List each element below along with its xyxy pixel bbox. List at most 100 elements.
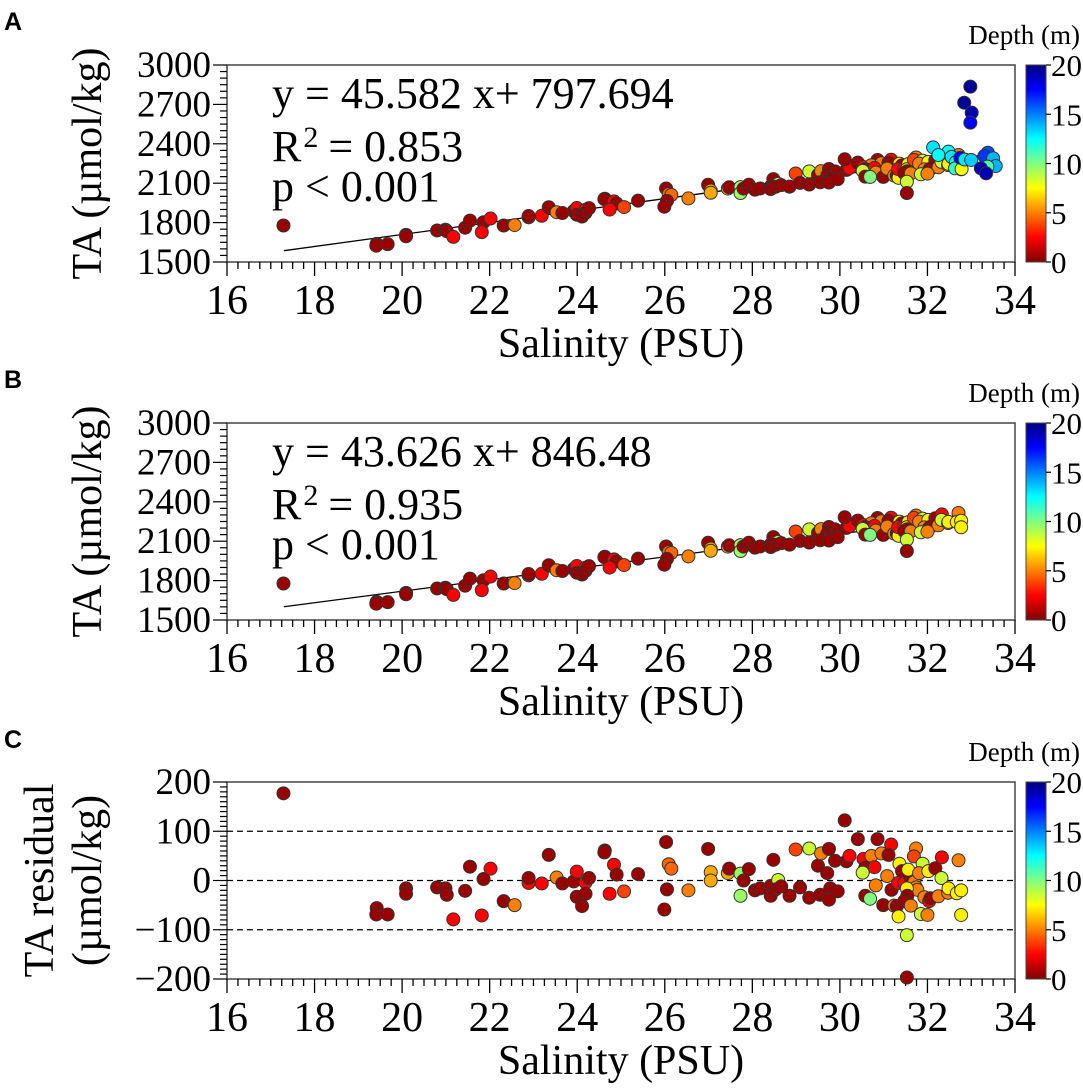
data-point: [881, 847, 896, 862]
colorbar-tick-label: 0: [1051, 603, 1067, 638]
data-point: [555, 876, 570, 891]
x-tick-label: 30: [819, 995, 861, 1041]
y-tick-label: 2700: [137, 84, 211, 125]
data-point: [399, 587, 414, 602]
x-tick-label: 32: [906, 995, 948, 1041]
x-tick-label: 34: [994, 636, 1036, 682]
colorbar-tick-label: 5: [1051, 913, 1067, 948]
data-point: [521, 871, 536, 886]
p-value-b: p < 0.001: [272, 520, 440, 569]
x-axis-title: Salinity (PSU): [498, 679, 744, 725]
data-point: [521, 209, 536, 224]
data-point: [555, 564, 570, 579]
y-tick-label: 0: [193, 861, 212, 902]
x-tick-label: 20: [381, 278, 423, 324]
data-point: [899, 928, 914, 943]
data-point: [474, 908, 489, 923]
data-point: [920, 524, 935, 539]
x-tick-label: 26: [644, 278, 686, 324]
data-point: [681, 549, 696, 564]
x-tick-label: 24: [556, 995, 598, 1041]
x-tick-label: 24: [556, 636, 598, 682]
data-point: [920, 907, 935, 922]
data-point: [681, 191, 696, 206]
data-point: [703, 185, 718, 200]
data-point: [880, 869, 895, 884]
data-point: [963, 79, 978, 94]
data-point: [399, 229, 414, 244]
data-point: [868, 878, 883, 893]
data-point: [369, 238, 384, 253]
y-tick-label: 2100: [137, 163, 211, 204]
x-tick-label: 28: [731, 278, 773, 324]
x-axis-title: Salinity (PSU): [498, 321, 744, 367]
x-tick-label: 16: [206, 278, 248, 324]
x-tick-label: 16: [206, 995, 248, 1041]
data-point: [837, 813, 852, 828]
panel-label-a: A: [4, 8, 23, 36]
data-point: [276, 786, 291, 801]
data-point: [555, 206, 570, 221]
data-point: [830, 884, 845, 899]
y-tick-label: 2100: [137, 521, 211, 562]
data-point: [507, 898, 522, 913]
data-point: [774, 879, 789, 894]
data-point: [609, 867, 624, 882]
colorbar: [1025, 781, 1047, 980]
colorbar-tick-label: 20: [1051, 765, 1082, 800]
data-point: [899, 544, 914, 559]
data-point: [439, 887, 454, 902]
colorbar-tick-label: 15: [1051, 97, 1082, 132]
y-axis-title-line: TA residual: [17, 784, 63, 978]
colorbar-tick-label: 0: [1051, 245, 1067, 280]
colorbar: [1025, 64, 1047, 263]
regression-equation-b: y = 43.626 x+ 846.48: [272, 427, 652, 476]
data-point: [863, 891, 878, 906]
y-tick-label: 2400: [137, 482, 211, 523]
x-tick-label: 18: [294, 636, 336, 682]
data-point: [474, 583, 489, 598]
data-point: [602, 560, 617, 575]
data-point: [462, 213, 477, 228]
colorbar-title: Depth (m): [968, 20, 1080, 50]
data-point: [979, 166, 994, 181]
data-point: [399, 886, 414, 901]
data-point: [782, 888, 797, 903]
x-tick-label: 22: [469, 636, 511, 682]
data-points: [276, 79, 1003, 253]
data-point: [830, 172, 845, 187]
r2-exponent: 2: [303, 121, 319, 154]
data-point: [964, 152, 979, 167]
data-point: [380, 237, 395, 252]
x-tick-label: 18: [294, 995, 336, 1041]
data-point: [788, 842, 803, 857]
x-tick-label: 34: [994, 278, 1036, 324]
x-tick-label: 32: [906, 636, 948, 682]
data-point: [276, 218, 291, 233]
x-tick-label: 22: [469, 278, 511, 324]
data-point: [276, 576, 291, 591]
data-point: [458, 883, 473, 898]
data-point: [920, 166, 935, 181]
data-point: [867, 860, 882, 875]
data-point: [701, 841, 716, 856]
data-point: [703, 543, 718, 558]
colorbar-tick-label: 20: [1051, 406, 1082, 441]
data-point: [802, 841, 817, 856]
data-point: [521, 567, 536, 582]
y-tick-label: 1800: [137, 561, 211, 602]
data-point: [830, 530, 845, 545]
colorbar-tick-label: 5: [1051, 554, 1067, 589]
x-tick-label: 30: [819, 636, 861, 682]
data-point: [380, 595, 395, 610]
data-point: [446, 587, 461, 602]
r2-prefix: R: [272, 480, 302, 529]
data-point: [483, 569, 498, 584]
data-point: [957, 95, 972, 110]
x-tick-label: 24: [556, 278, 598, 324]
data-point: [821, 841, 836, 856]
r2-prefix: R: [272, 122, 302, 171]
